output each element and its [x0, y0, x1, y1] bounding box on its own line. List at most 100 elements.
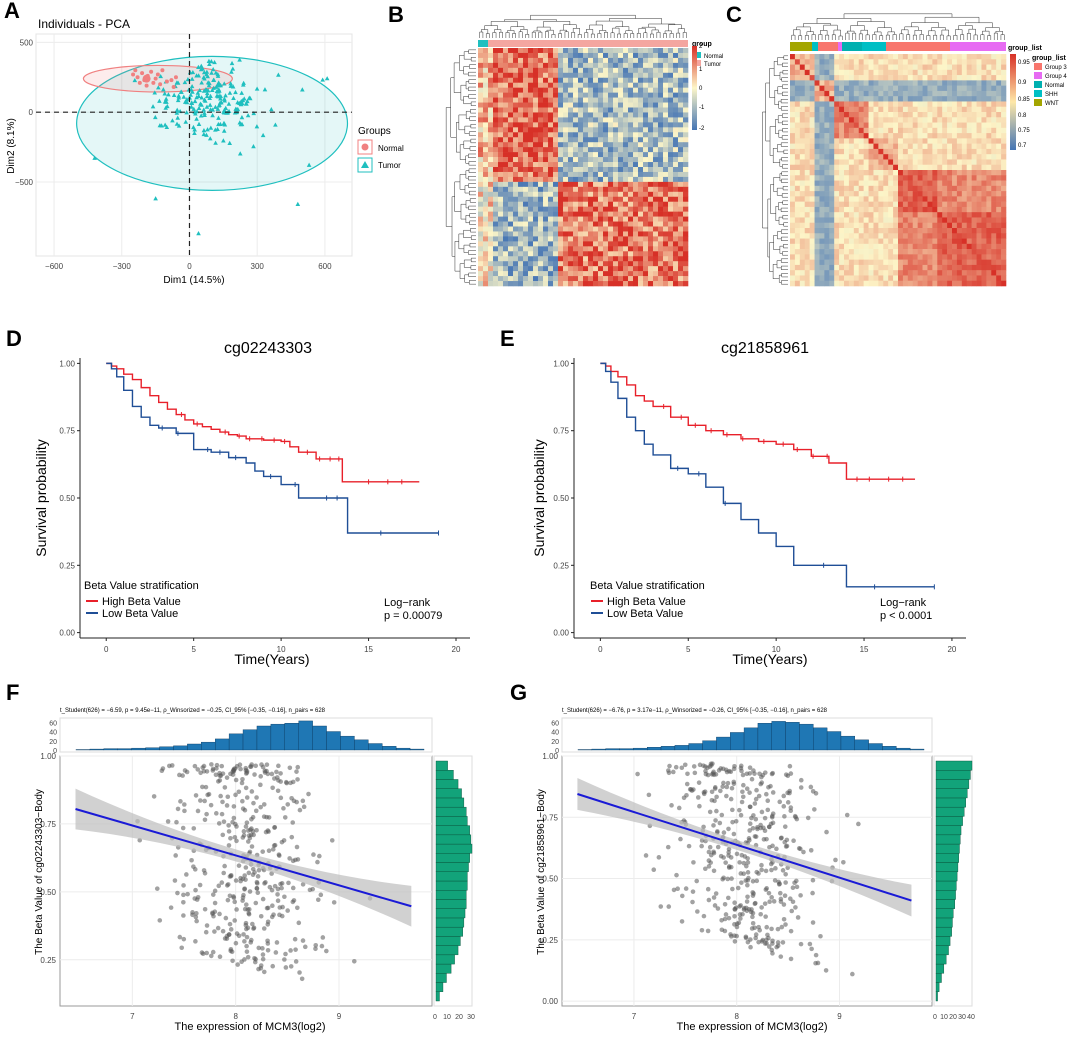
heatmap-c-cell: [844, 217, 850, 224]
tumor-point: [246, 95, 252, 100]
heatmap-b-cell: [578, 261, 584, 267]
scatter-f-point: [270, 847, 276, 852]
heatmap-c-cell: [898, 196, 904, 202]
heatmap-b-cell: [568, 127, 574, 133]
scatter-f-point: [225, 897, 231, 903]
heatmap-c-cell: [902, 212, 909, 218]
heatmap-c-cell: [996, 196, 1002, 202]
heatmap-c-cell: [848, 117, 855, 123]
heatmap-b-cell: [513, 107, 519, 113]
heatmap-b-cell: [503, 77, 509, 84]
heatmap-c-cell: [976, 101, 982, 108]
heatmap-b-cell: [493, 167, 499, 173]
heatmap-b-cell: [588, 117, 594, 123]
heatmap-c-cell: [932, 222, 938, 229]
heatmap-b-cell: [658, 62, 664, 69]
heatmap-c-cell: [839, 127, 845, 134]
heatmap-b-cell: [603, 231, 609, 237]
heatmap-b-cell: [608, 57, 614, 64]
heatmap-c-cell: [878, 133, 884, 139]
heatmap-b-cell: [618, 251, 624, 257]
heatmap-b-cell: [488, 97, 494, 103]
heatmap-c-cell: [853, 75, 860, 81]
heatmap-c-cell: [829, 164, 835, 171]
heatmap-c-cell: [947, 196, 953, 202]
heatmap-c-cell: [824, 127, 830, 134]
heatmap-b-cell: [578, 181, 584, 188]
heatmap-b-cell: [558, 246, 564, 252]
heatmap-c-cell: [799, 54, 806, 60]
tumor-point: [202, 98, 208, 103]
heatmap-c-cell: [927, 254, 933, 260]
heatmap-c-cell: [907, 222, 914, 229]
heatmap-c-cell: [873, 243, 879, 250]
heatmap-c-cell: [790, 164, 796, 171]
heatmap-c-cell: [853, 64, 860, 71]
heatmap-c-cell: [893, 280, 899, 287]
heatmap-c-cell: [927, 191, 933, 197]
heatmap-c-cell: [799, 106, 806, 113]
heatmap-c-cell: [794, 112, 801, 118]
heatmap-c-cell: [844, 259, 850, 266]
heatmap-b-cell: [668, 117, 674, 123]
heatmap-b-cell: [658, 176, 664, 183]
heatmap-c-cell: [834, 69, 840, 76]
heatmap-c-cell: [927, 164, 933, 171]
heatmap-c-cell: [898, 64, 904, 71]
heatmap-c-cell: [991, 85, 997, 92]
heatmap-b-cell: [523, 52, 529, 59]
heatmap-c-cell: [961, 59, 968, 65]
heatmap-b-cell: [553, 67, 559, 74]
heatmap-c-cell: [878, 275, 884, 282]
heatmap-c-cell: [1001, 133, 1007, 139]
heatmap-b-cell: [523, 57, 529, 64]
heatmap-b-cell: [543, 117, 549, 123]
scatter-f-point: [243, 865, 249, 870]
heatmap-b-cell: [648, 127, 654, 133]
heatmap-c-col-dendrogram: [833, 29, 841, 36]
heatmap-b-cell: [533, 216, 539, 222]
heatmap-c-col-dendrogram: [857, 21, 885, 28]
heatmap-c-cell: [893, 264, 899, 271]
heatmap-c-cell: [853, 196, 860, 202]
heatmap-c-cell: [927, 148, 933, 155]
scatter-f-point: [245, 839, 251, 844]
heatmap-c-cell: [873, 75, 879, 81]
heatmap-b-cell: [538, 201, 544, 207]
heatmap-c-cell: [898, 127, 904, 134]
heatmap-b-cell: [508, 276, 514, 282]
heatmap-b-cell: [568, 142, 574, 148]
heatmap-b-cell: [608, 122, 614, 128]
heatmap-c-cell: [790, 264, 796, 271]
scatter-f-point: [247, 889, 253, 894]
heatmap-c-cell: [976, 54, 982, 60]
heatmap-b-cell: [613, 122, 619, 128]
heatmap-b-cell: [558, 171, 564, 178]
heatmap-c-cell: [824, 122, 830, 129]
heatmap-b-col-dendrogram: [595, 20, 623, 27]
heatmap-b-cell: [628, 271, 634, 277]
heatmap-b-cell: [658, 97, 664, 103]
heatmap-c-cell: [790, 217, 796, 224]
scatter-f-point: [254, 879, 260, 885]
heatmap-c-cell: [922, 148, 928, 155]
heatmap-c-cell: [971, 54, 977, 60]
heatmap-c-cell: [814, 80, 820, 86]
km-e-y-tick: 0.00: [553, 629, 569, 638]
heatmap-c-cell: [829, 106, 835, 113]
heatmap-b-cell: [573, 281, 579, 287]
heatmap-c-cell: [868, 122, 874, 129]
heatmap-c-cell: [942, 264, 948, 271]
heatmap-b-cell: [623, 261, 629, 267]
heatmap-b-cell: [653, 52, 659, 59]
heatmap-c-cell: [858, 148, 864, 155]
heatmap-c-cell: [868, 201, 874, 208]
heatmap-c-cell: [844, 270, 850, 276]
heatmap-b-cell: [588, 246, 594, 252]
heatmap-b-cell: [613, 186, 619, 193]
heatmap-c-cell: [922, 133, 928, 139]
heatmap-c-cell: [863, 196, 869, 202]
tumor-point: [196, 231, 201, 236]
heatmap-c-cell: [937, 228, 943, 234]
heatmap-b-cell: [608, 251, 614, 257]
